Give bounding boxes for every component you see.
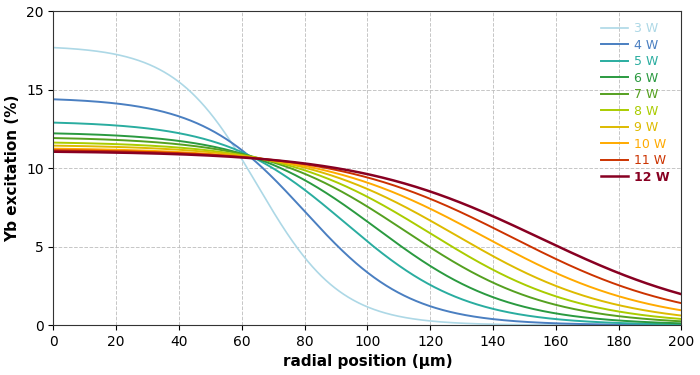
- 10 W: [659, 305, 667, 309]
- 11 W: [338, 169, 346, 174]
- 3 W: [544, 322, 552, 327]
- Line: 9 W: 9 W: [53, 146, 681, 316]
- 7 W: [355, 199, 363, 204]
- 6 W: [338, 201, 346, 206]
- 3 W: [355, 301, 363, 305]
- 6 W: [355, 213, 363, 217]
- 8 W: [659, 315, 667, 320]
- 10 W: [49, 146, 57, 151]
- 4 W: [659, 322, 667, 327]
- X-axis label: radial position (μm): radial position (μm): [283, 354, 452, 369]
- 8 W: [355, 190, 363, 195]
- 3 W: [659, 323, 667, 327]
- Line: 4 W: 4 W: [53, 99, 681, 325]
- 9 W: [338, 177, 346, 182]
- 7 W: [659, 318, 667, 322]
- 8 W: [659, 315, 667, 320]
- 9 W: [49, 143, 57, 148]
- 4 W: [338, 248, 346, 253]
- 9 W: [81, 144, 90, 148]
- 8 W: [544, 291, 552, 296]
- 4 W: [355, 263, 363, 268]
- 4 W: [49, 97, 57, 102]
- 8 W: [677, 317, 685, 321]
- 9 W: [355, 183, 363, 188]
- 5 W: [81, 122, 90, 126]
- Line: 6 W: 6 W: [53, 134, 681, 323]
- 6 W: [659, 321, 667, 325]
- 5 W: [338, 218, 346, 222]
- 11 W: [544, 253, 552, 257]
- 4 W: [677, 323, 685, 327]
- 10 W: [659, 305, 667, 309]
- 6 W: [659, 321, 667, 325]
- 6 W: [49, 131, 57, 136]
- Line: 5 W: 5 W: [53, 123, 681, 324]
- 11 W: [659, 297, 667, 301]
- 3 W: [659, 323, 667, 327]
- 11 W: [355, 173, 363, 177]
- 4 W: [81, 99, 90, 103]
- 8 W: [81, 141, 90, 146]
- Line: 10 W: 10 W: [53, 148, 681, 310]
- Line: 8 W: 8 W: [53, 142, 681, 319]
- 5 W: [659, 322, 667, 326]
- 3 W: [49, 45, 57, 50]
- 10 W: [81, 147, 90, 152]
- 9 W: [659, 311, 667, 315]
- Y-axis label: Yb excitation (%): Yb excitation (%): [6, 94, 20, 242]
- 11 W: [659, 297, 667, 301]
- 5 W: [659, 322, 667, 326]
- 9 W: [677, 314, 685, 318]
- 3 W: [81, 48, 90, 52]
- 12 W: [49, 150, 57, 154]
- 5 W: [49, 120, 57, 125]
- 12 W: [659, 286, 667, 291]
- 5 W: [355, 232, 363, 237]
- 3 W: [677, 323, 685, 327]
- Legend: 3 W, 4 W, 5 W, 6 W, 7 W, 8 W, 9 W, 10 W, 11 W, 12 W: 3 W, 4 W, 5 W, 6 W, 7 W, 8 W, 9 W, 10 W,…: [596, 17, 675, 189]
- 11 W: [81, 148, 90, 153]
- 7 W: [659, 318, 667, 322]
- 10 W: [544, 267, 552, 272]
- 3 W: [338, 291, 346, 296]
- 7 W: [338, 190, 346, 194]
- 10 W: [338, 172, 346, 177]
- Line: 11 W: 11 W: [53, 150, 681, 303]
- 7 W: [81, 136, 90, 141]
- 12 W: [355, 170, 363, 174]
- 12 W: [677, 292, 685, 296]
- 5 W: [677, 322, 685, 327]
- 8 W: [49, 140, 57, 145]
- 12 W: [544, 239, 552, 244]
- 7 W: [544, 300, 552, 305]
- 9 W: [544, 280, 552, 285]
- 10 W: [677, 308, 685, 313]
- 12 W: [659, 286, 667, 291]
- 6 W: [81, 132, 90, 136]
- Line: 7 W: 7 W: [53, 138, 681, 321]
- 4 W: [544, 321, 552, 325]
- 12 W: [338, 167, 346, 171]
- 6 W: [544, 310, 552, 314]
- 10 W: [355, 177, 363, 182]
- Line: 12 W: 12 W: [53, 152, 681, 294]
- 8 W: [338, 182, 346, 187]
- 11 W: [49, 148, 57, 152]
- 4 W: [659, 322, 667, 327]
- 7 W: [677, 319, 685, 324]
- 11 W: [677, 301, 685, 305]
- 7 W: [49, 136, 57, 140]
- 5 W: [544, 316, 552, 321]
- Line: 3 W: 3 W: [53, 48, 681, 325]
- 12 W: [81, 150, 90, 154]
- 9 W: [659, 311, 667, 315]
- 6 W: [677, 321, 685, 326]
